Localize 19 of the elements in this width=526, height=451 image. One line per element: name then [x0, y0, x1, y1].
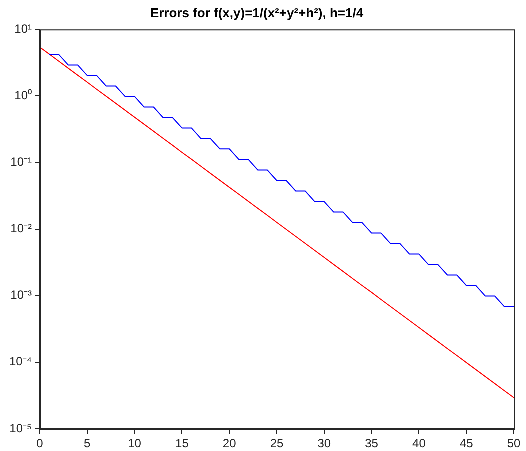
x-tick-label: 20	[222, 436, 237, 451]
y-tick-label: 10⁻⁵	[10, 421, 32, 436]
y-tick-label: 10⁻³	[10, 288, 32, 302]
x-tick-label: 25	[270, 436, 284, 451]
x-tick-label: 5	[84, 436, 92, 451]
y-tick-label: 10⁰	[14, 88, 32, 102]
x-tick-label: 35	[365, 436, 379, 451]
x-tick-label: 15	[176, 436, 190, 451]
x-tick-label: 40	[412, 436, 426, 451]
y-tick-label: 10¹	[14, 22, 32, 36]
x-tick-label: 0	[36, 436, 44, 451]
x-tick-label: 30	[318, 436, 332, 451]
y-tick-label: 10⁻²	[10, 222, 32, 236]
x-tick-label: 45	[460, 436, 474, 451]
y-tick-label: 10⁻⁴	[9, 354, 32, 369]
x-tick-label: 50	[507, 436, 521, 451]
chart-title: Errors for f(x,y)=1/(x²+y²+h²), h=1/4	[150, 5, 364, 20]
x-tick-label: 10	[128, 436, 142, 451]
y-tick-label: 10⁻¹	[10, 155, 32, 170]
